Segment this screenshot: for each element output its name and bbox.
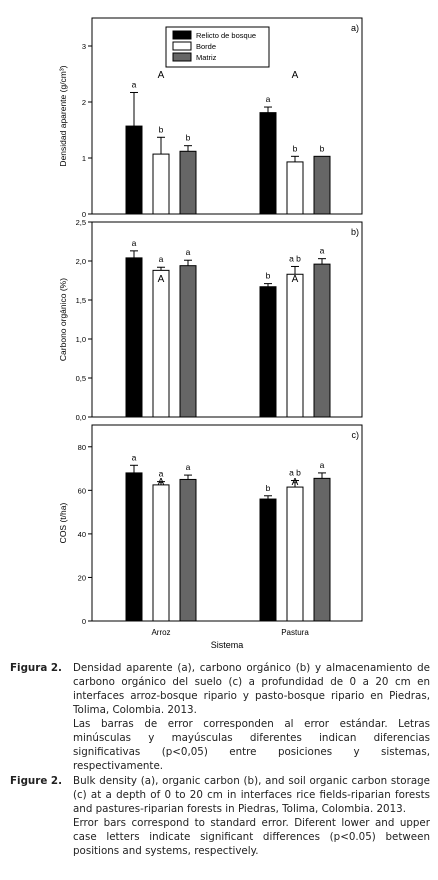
y-tick-label: 2,0 [76,257,86,266]
caption-label: Figura 2. [10,662,62,674]
caption-label: Figure 2. [10,775,62,787]
bar [179,478,197,622]
y-tick-label: 3 [82,42,86,51]
legend-swatch [172,41,192,51]
caption-paragraph: Error bars correspond to standard error.… [73,817,430,857]
significance-letter: a [266,94,271,104]
y-tick-label: 1,0 [76,335,86,344]
caption-text: Densidad aparente (a), carbono orgánico … [73,661,430,773]
significance-letter: a [320,246,325,256]
significance-letter: a [186,462,191,472]
y-tick-label: 0,0 [76,413,86,422]
legend-label: Borde [196,42,216,51]
bar [259,286,277,418]
group-letter: A [292,477,299,488]
bar [286,161,304,215]
significance-letter: b [186,133,191,143]
caption-paragraph: Densidad aparente (a), carbono orgánico … [73,662,430,716]
bar [152,269,170,418]
figure-chart: a) 0 1 2 3 Densidad aparente (g/cm³) a b b Aa b b Ab… [58,17,363,650]
y-tick-label: 2,5 [76,218,86,227]
significance-letter: a [159,254,164,264]
x-tick-label: Arroz [151,628,170,637]
significance-letter: a [159,469,164,479]
bar [125,125,143,215]
group-letter: A [158,70,165,81]
y-tick-label: 1,5 [76,296,86,305]
significance-letter: b [159,124,164,134]
legend-label: Relicto de bosque [196,31,256,40]
significance-letter: b [320,143,325,153]
y-tick-label: 20 [78,573,86,582]
figure-captions: Figura 2. Densidad aparente (a), carbono… [10,661,430,858]
significance-letter: a [132,238,137,248]
y-axis-label: Densidad aparente (g/cm³) [58,65,68,166]
significance-letter: a [186,247,191,257]
significance-letter: a [320,460,325,470]
y-tick-label: 0 [82,617,86,626]
significance-letter: a [132,79,137,89]
y-tick-label: 0,5 [76,374,86,383]
legend-label: Matriz [196,53,217,62]
group-letter: A [158,274,165,285]
significance-letter: b [293,143,298,153]
y-tick-label: 2 [82,98,86,107]
bar [125,257,143,418]
y-axis-label: Carbono orgánico (%) [58,278,68,361]
significance-letter: a b [289,253,301,263]
bar [313,155,331,215]
caption-paragraph: Bulk density (a), organic carbon (b), an… [73,775,430,815]
bar [313,477,331,622]
plot-frame [91,221,363,418]
y-tick-label: 0 [82,210,86,219]
significance-letter: b [266,483,271,493]
caption-english: Figure 2. Bulk density (a), organic carb… [10,774,430,858]
panel-label: c) [352,430,360,440]
y-tick-label: 60 [78,486,86,495]
significance-letter: b [266,271,271,281]
y-tick-label: 40 [78,530,86,539]
bar [179,150,197,215]
caption-paragraph: Las barras de error corresponden al erro… [73,718,430,772]
caption-spanish: Figura 2. Densidad aparente (a), carbono… [10,661,430,773]
group-letter: A [158,477,165,488]
bar [152,484,170,622]
group-letter: A [292,274,299,285]
panel-label: b) [351,227,359,237]
bar [313,263,331,418]
legend-swatch [172,52,192,62]
x-axis-label: Sistema [211,640,244,650]
bar [259,112,277,215]
bar [125,472,143,622]
y-tick-label: 80 [78,443,86,452]
significance-letter: a b [289,468,301,478]
plot-frame [91,424,363,622]
bar [179,265,197,418]
x-tick-label: Pastura [281,628,309,637]
y-tick-label: 1 [82,154,86,163]
caption-text: Bulk density (a), organic carbon (b), an… [73,774,430,858]
legend-swatch [172,30,192,40]
y-axis-label: COS (t/ha) [58,503,68,544]
bar [286,486,304,622]
bar [286,273,304,418]
bar [152,153,170,215]
group-letter: A [292,70,299,81]
bar [259,498,277,622]
plot-frame [91,17,363,215]
significance-letter: a [132,452,137,462]
panel-label: a) [351,23,359,33]
